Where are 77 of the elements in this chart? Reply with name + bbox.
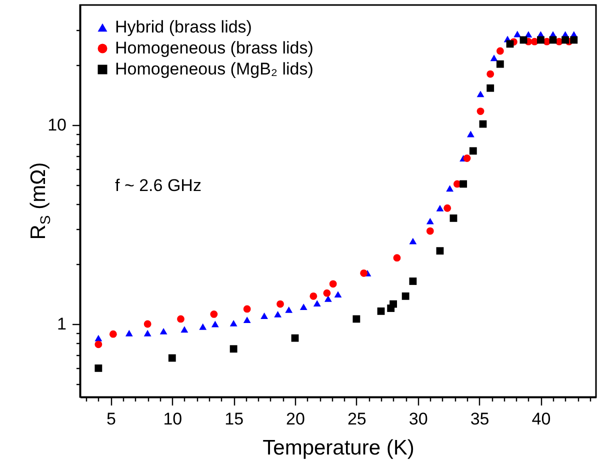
point [444,204,452,212]
point [463,154,471,162]
x-tick-label: 15 [224,410,244,428]
point [177,315,184,323]
point [285,306,293,313]
point [426,218,434,224]
point [160,328,168,334]
point [243,316,251,324]
point [94,364,102,372]
point [490,54,498,62]
point [230,345,238,353]
point [562,36,569,44]
point [466,130,474,138]
x-tick-label: 30 [408,410,428,428]
x-tick-label: 40 [532,410,551,428]
point [300,304,308,310]
point [324,295,332,302]
point [168,354,176,362]
point [496,47,504,55]
point [570,36,578,44]
point [476,108,484,116]
y-tick-label: 1 [57,314,66,334]
point [436,247,444,255]
point [486,84,494,92]
x-tick-label: 20 [286,410,305,428]
point [486,70,494,78]
point [291,334,299,342]
point [506,40,514,48]
legend-label: Homogeneous (MgB₂ lids) [115,60,314,78]
point [469,147,477,155]
x-tick-label: 35 [470,410,490,428]
point [549,36,557,44]
point [436,204,444,212]
point [323,289,331,297]
point [460,180,468,188]
point [274,311,282,318]
point [144,320,152,328]
x-tick-label: 25 [347,410,366,428]
point [476,90,484,98]
point [496,60,504,68]
point [334,291,342,298]
point [514,30,522,38]
point [537,36,544,44]
point [211,320,219,328]
point [243,305,251,313]
legend-label: Homogeneous (brass lids) [115,38,314,58]
point [144,330,152,336]
point [393,254,401,262]
point [446,185,454,192]
point [125,330,133,336]
point [409,278,417,285]
point [109,330,117,338]
point [426,227,434,235]
annotation: f ~ 2.6 GHz [115,176,202,195]
point [260,312,268,319]
point [450,214,458,222]
point [180,326,188,333]
point [313,300,321,307]
point [230,320,238,326]
point [409,238,417,244]
point [329,280,337,288]
point [352,315,360,323]
point [276,300,284,308]
x-axis-title: Temperature (K) [262,436,414,460]
point [310,292,318,300]
point [94,334,102,342]
point [390,300,397,308]
point [210,310,218,318]
point [199,323,207,330]
point [94,340,102,348]
legend-label: Hybrid (brass lids) [115,18,252,36]
point [402,292,410,300]
x-tick-label: 5 [106,410,116,428]
point [377,307,385,315]
x-tick-label: 10 [163,410,182,428]
point [360,269,368,277]
point [520,36,528,44]
